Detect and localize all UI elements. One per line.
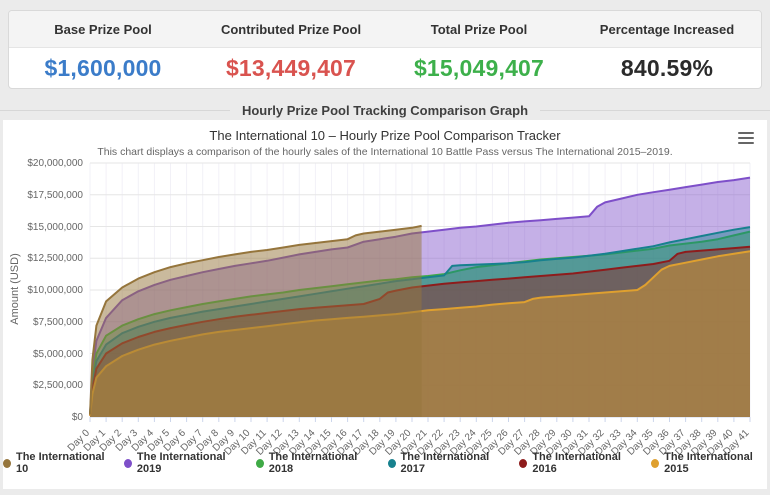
chart-subtitle: This chart displays a comparison of the … [97, 146, 673, 158]
chart-export-menu-icon[interactable] [736, 129, 756, 147]
area-0 [90, 225, 422, 417]
legend-label: The International 2015 [664, 451, 753, 475]
prize-pool-stats-panel: Base Prize Pool Contributed Prize Pool T… [8, 10, 762, 89]
legend-item-the-international-10[interactable]: The International 10 [3, 451, 108, 475]
y-axis-label: $17,500,000 [27, 189, 83, 201]
stats-value-row: $1,600,000 $13,449,407 $15,049,407 840.5… [9, 48, 761, 88]
y-axis-label: $15,000,000 [27, 221, 83, 233]
legend-item-the-international-2019[interactable]: The International 2019 [123, 451, 240, 475]
total-prize-pool-label: Total Prize Pool [430, 21, 528, 37]
line-0 [89, 224, 422, 415]
contributed-prize-pool-label: Contributed Prize Pool [220, 21, 362, 37]
legend-item-the-international-2016[interactable]: The International 2016 [519, 451, 635, 475]
chart-title: The International 10 – Hourly Prize Pool… [209, 128, 561, 143]
divider-line-left [0, 109, 230, 111]
contributed-prize-pool-value: $13,449,407 [225, 55, 357, 81]
section-title: Hourly Prize Pool Tracking Comparison Gr… [241, 102, 529, 118]
legend-marker-icon [387, 458, 396, 468]
divider-line-right [540, 109, 770, 111]
y-axis-label: $20,000,000 [27, 158, 83, 169]
y-axis-label: $2,500,000 [32, 380, 83, 392]
y-axis-label: $7,500,000 [32, 316, 83, 328]
legend-label: The International 2019 [136, 451, 226, 475]
chart-legend: The International 10 The International 20… [3, 451, 767, 475]
legend-label: The International 2018 [268, 451, 358, 475]
legend-marker-icon [519, 458, 528, 468]
base-prize-pool-value: $1,600,000 [44, 55, 162, 81]
stats-header-row: Base Prize Pool Contributed Prize Pool T… [9, 11, 761, 48]
hourly-comparison-chart: The International 10 – Hourly Prize Pool… [3, 120, 767, 489]
legend-label: The International 2016 [532, 451, 621, 475]
y-axis-label: $10,000,000 [27, 285, 83, 296]
legend-marker-icon [3, 458, 11, 468]
legend-marker-icon [651, 458, 660, 468]
legend-item-the-international-2017[interactable]: The International 2017 [387, 451, 504, 475]
section-divider: Hourly Prize Pool Tracking Comparison Gr… [0, 102, 770, 118]
legend-item-the-international-2015[interactable]: The International 2015 [651, 451, 767, 475]
total-prize-pool-value: $15,049,407 [413, 55, 545, 81]
legend-label: The International 2017 [400, 451, 490, 475]
percentage-increased-label: Percentage Increased [599, 21, 735, 37]
legend-marker-icon [123, 458, 132, 468]
base-prize-pool-label: Base Prize Pool [54, 21, 152, 37]
y-axis-label: $0 [71, 412, 83, 423]
percentage-increased-value: 840.59% [620, 55, 714, 81]
plot-area [89, 162, 751, 422]
legend-marker-icon [255, 458, 264, 468]
legend-label: The International 10 [15, 451, 105, 475]
legend-item-the-international-2018[interactable]: The International 2018 [255, 451, 372, 475]
y-axis-label: $5,000,000 [32, 348, 83, 360]
y-axis-label: $12,500,000 [27, 253, 83, 265]
